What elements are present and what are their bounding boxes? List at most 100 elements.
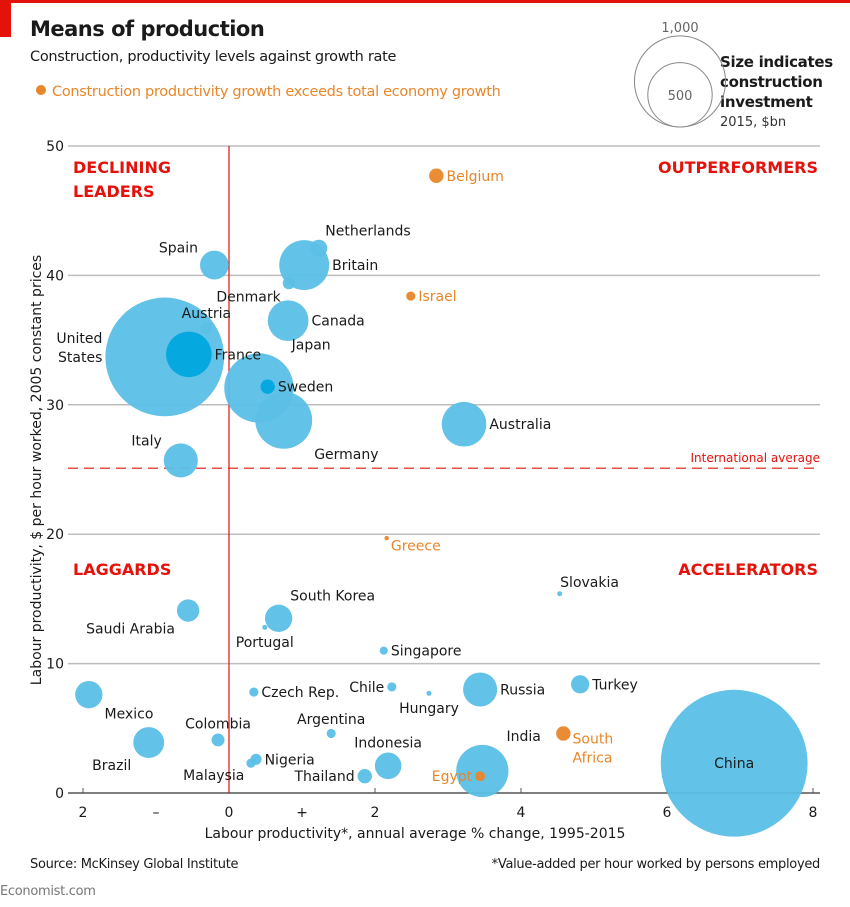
bubble-india xyxy=(456,744,509,798)
bubble-russia xyxy=(463,672,498,707)
legend-highlight: Construction productivity growth exceeds… xyxy=(36,84,501,100)
bubble-spain xyxy=(200,250,229,280)
label-slovakia: Slovakia xyxy=(560,575,619,591)
bubble-indonesia xyxy=(374,752,402,780)
bubble-australia xyxy=(441,401,487,447)
label-portugal: Portugal xyxy=(236,635,294,651)
label-netherlands: Netherlands xyxy=(325,224,410,240)
label-russia: Russia xyxy=(500,682,545,698)
brand-credit: Economist.com xyxy=(0,884,96,899)
label-greece: Greece xyxy=(391,538,441,554)
bubble-germany xyxy=(255,391,313,449)
x-axis-ticks: 2 – 0 +2 4 6 8 xyxy=(79,788,818,821)
x-tick-label: – xyxy=(153,805,160,821)
label-australia: Australia xyxy=(489,417,551,433)
footnote: *Value-added per hour worked by persons … xyxy=(491,857,821,872)
label-indonesia: Indonesia xyxy=(354,736,422,752)
y-tick-label: 10 xyxy=(46,657,64,673)
label-hungary: Hungary xyxy=(399,701,459,717)
size-legend-large-circle xyxy=(633,35,727,128)
label-israel: Israel xyxy=(418,289,456,305)
label-nigeria: Nigeria xyxy=(265,752,315,768)
x-tick-label: + xyxy=(296,805,308,821)
label-thailand: Thailand xyxy=(293,769,354,785)
label-britain: Britain xyxy=(332,258,378,274)
label-canada: Canada xyxy=(311,314,364,330)
label-czech-rep-: Czech Rep. xyxy=(261,685,339,701)
x-tick-label: 6 xyxy=(663,805,672,821)
label-japan: Japan xyxy=(291,337,331,353)
bubble-thailand xyxy=(357,768,372,784)
bubble-greece xyxy=(384,535,389,541)
y-tick-label: 20 xyxy=(46,527,64,543)
label-singapore: Singapore xyxy=(391,644,462,660)
bubbles xyxy=(75,168,808,837)
y-axis-ticks: 0 10 20 30 40 50 xyxy=(46,139,64,802)
quadrant-label: LEADERS xyxy=(73,182,155,201)
bubble-south-africa xyxy=(556,726,571,741)
label-south-africa: South xyxy=(573,731,614,747)
orange-dot-icon xyxy=(36,85,46,95)
size-legend-small-label: 500 xyxy=(668,89,693,104)
international-average-label: International average xyxy=(690,451,820,465)
label-mexico: Mexico xyxy=(105,706,154,722)
label-south-africa: Africa xyxy=(573,750,613,766)
bubble-mexico xyxy=(75,680,103,709)
chart-title: Means of production xyxy=(30,17,265,41)
label-china: China xyxy=(714,756,754,772)
bubble-slovakia xyxy=(557,591,563,597)
label-spain: Spain xyxy=(159,241,198,257)
label-belgium: Belgium xyxy=(447,169,504,185)
bubble-belgium xyxy=(429,168,444,183)
bubble-argentina xyxy=(326,728,336,739)
quadrant-label: OUTPERFORMERS xyxy=(658,158,818,177)
x-tick-label: 4 xyxy=(517,805,526,821)
label-brazil: Brazil xyxy=(92,758,131,774)
y-tick-label: 0 xyxy=(55,786,64,802)
y-tick-label: 40 xyxy=(46,268,64,284)
quadrant-label: ACCELERATORS xyxy=(678,560,818,579)
size-legend-small-circle xyxy=(647,62,713,128)
y-tick-label: 30 xyxy=(46,398,64,414)
label-germany: Germany xyxy=(314,447,378,463)
x-tick-label: 8 xyxy=(809,805,818,821)
size-legend-unit: 2015, $bn xyxy=(720,115,787,130)
x-tick-label: 0 xyxy=(225,805,234,821)
size-legend-title: Size indicates construction investment xyxy=(720,53,833,111)
label-chile: Chile xyxy=(349,680,384,696)
label-colombia: Colombia xyxy=(185,717,251,733)
bubble-turkey xyxy=(571,675,590,694)
size-legend-large-label: 1,000 xyxy=(661,21,698,36)
source-note: Source: McKinsey Global Institute xyxy=(30,857,239,872)
bubble-denmark xyxy=(282,277,295,290)
bubble-netherlands xyxy=(310,239,328,257)
bubble-czech-rep- xyxy=(249,687,259,697)
bubble-saudi-arabia xyxy=(176,599,200,622)
size-legend: 1,000 500 xyxy=(633,21,727,128)
bubble-singapore xyxy=(379,646,388,655)
brand-tab xyxy=(0,0,11,37)
label-italy: Italy xyxy=(131,433,161,449)
y-axis-label: Labour productivity, $ per hour worked, … xyxy=(29,255,45,685)
bubble-france xyxy=(166,331,212,378)
quadrant-label: DECLINING xyxy=(73,158,171,177)
top-rule xyxy=(0,0,850,3)
bubble-hungary xyxy=(426,690,432,696)
x-axis-label: Labour productivity*, annual average % c… xyxy=(205,826,626,842)
bubble-south-korea xyxy=(264,604,293,632)
label-malaysia: Malaysia xyxy=(183,768,244,784)
label-united-states: United xyxy=(56,331,102,347)
bubble-malaysia xyxy=(246,758,256,768)
label-india: India xyxy=(506,729,540,745)
quadrant-label: LAGGARDS xyxy=(73,560,171,579)
x-tick-label: 2 xyxy=(79,805,88,821)
bubble-labels: Belgium Netherlands Spain Britain Denmark Isr… xyxy=(56,169,754,785)
label-egypt: Egypt xyxy=(432,769,473,785)
bubble-egypt xyxy=(475,771,486,782)
bubble-sweden xyxy=(260,379,275,394)
bubble-israel xyxy=(406,291,416,301)
bubble-chile xyxy=(387,682,397,692)
label-denmark: Denmark xyxy=(216,289,281,305)
label-sweden: Sweden xyxy=(278,380,333,396)
